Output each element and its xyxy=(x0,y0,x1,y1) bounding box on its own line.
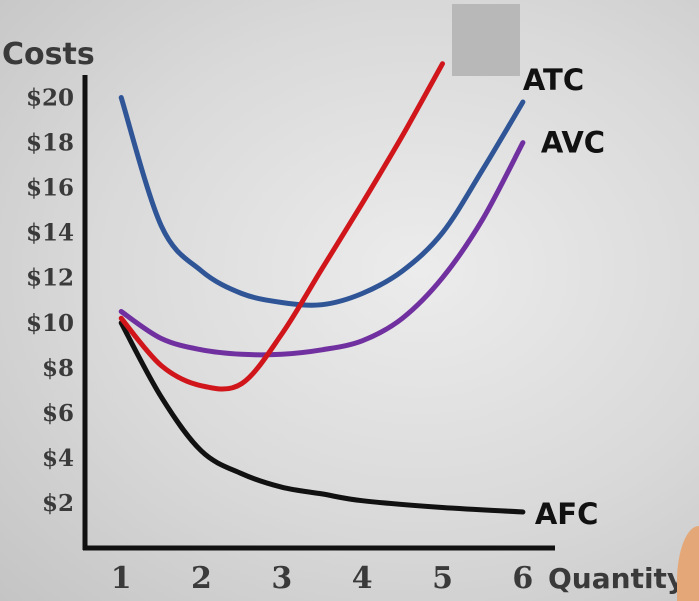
y-tick-label: $8 xyxy=(42,355,74,382)
series-label-afc: AFC xyxy=(535,497,599,531)
y-tick-label: $16 xyxy=(26,175,74,202)
x-tick-label: 4 xyxy=(352,561,373,596)
tick-labels: $2 $4 $6 $8 $10 $12 $14 $16 $18 $20 1 2 3 4 5 6 xyxy=(26,85,533,596)
series-group xyxy=(118,61,526,515)
y-tick-label: $12 xyxy=(26,265,74,292)
series-line-avc xyxy=(118,140,526,358)
series-label-atc: ATC xyxy=(523,63,584,97)
series-labels: ATC AVC AFC xyxy=(523,63,605,531)
series-line-mc xyxy=(118,61,445,392)
y-tick-label: $14 xyxy=(26,220,74,247)
x-axis-title: Quantity xyxy=(548,562,685,595)
x-tick-label: 6 xyxy=(512,561,533,596)
y-tick-label: $6 xyxy=(42,400,74,427)
axes xyxy=(82,75,555,551)
series-label-avc: AVC xyxy=(541,126,605,160)
x-tick-label: 2 xyxy=(191,561,212,596)
y-axis-title: Costs xyxy=(2,37,95,72)
edge-blob xyxy=(677,526,699,601)
overlay-patch xyxy=(452,4,520,76)
y-tick-label: $4 xyxy=(42,445,74,472)
x-tick-label: 1 xyxy=(111,561,132,596)
y-tick-label: $20 xyxy=(26,85,74,112)
series-line-afc xyxy=(118,320,526,515)
y-tick-label: $2 xyxy=(42,490,74,517)
x-tick-label: 3 xyxy=(271,561,292,596)
series-line-atc xyxy=(118,95,526,308)
y-tick-label: $10 xyxy=(26,310,74,337)
y-tick-label: $18 xyxy=(26,130,74,157)
x-tick-label: 5 xyxy=(432,561,453,596)
